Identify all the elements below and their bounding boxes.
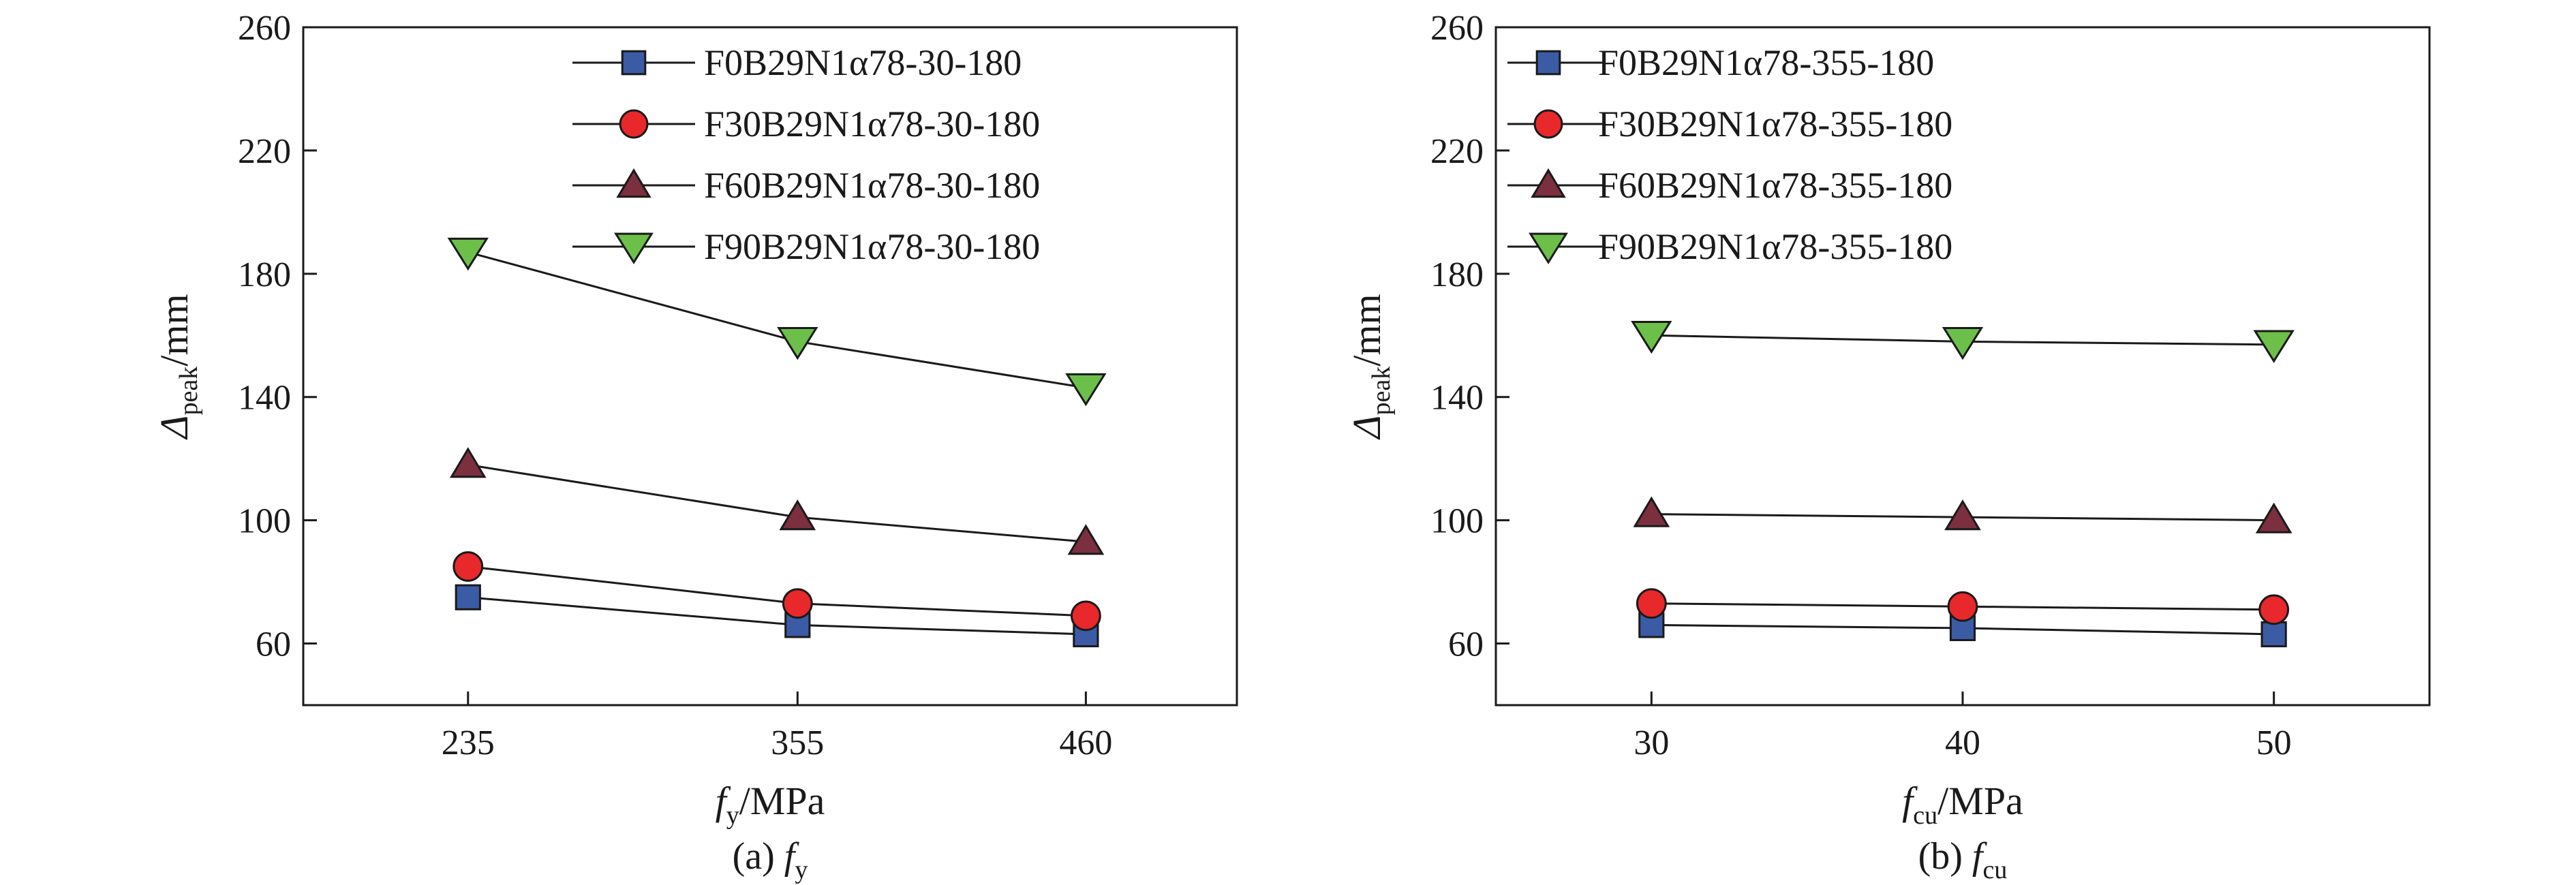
- legend: F0B29N1α78-30-180 F30B29N1α78-30-180 F60B2…: [572, 42, 1040, 267]
- y-axis-label: Δpeak/mm: [1345, 294, 1396, 439]
- y-tick-label: 260: [238, 9, 291, 48]
- panel-caption: (b) fcu: [1918, 835, 2008, 884]
- y-tick-label: 260: [1430, 9, 1484, 48]
- legend-label: F60B29N1α78-30-180: [704, 165, 1040, 206]
- y-tick-label: 180: [238, 255, 291, 294]
- plot-frame: [302, 26, 1238, 707]
- data-point-triangle-down: [777, 327, 818, 360]
- data-point-circle: [1070, 600, 1101, 632]
- legend-item: F30B29N1α78-30-180: [572, 104, 1040, 144]
- legend-marker-triangle-up: [616, 168, 651, 198]
- legend-item: F60B29N1α78-30-180: [572, 165, 1040, 206]
- x-axis-label: fy/MPa: [716, 779, 825, 830]
- series-triangle-up: [1633, 496, 2293, 533]
- data-point-triangle-down: [2253, 330, 2295, 363]
- x-tick-label: 355: [771, 724, 824, 762]
- data-point-square: [455, 584, 481, 610]
- data-point-circle: [453, 551, 484, 582]
- series-line: [467, 463, 1086, 543]
- x-tick-label: 235: [442, 724, 495, 762]
- legend-item: F60B29N1α78-355-180: [1507, 165, 1952, 206]
- y-tick-label: 140: [238, 379, 291, 418]
- legend-marker-circle: [619, 109, 649, 139]
- y-tick-label: 100: [1430, 502, 1484, 541]
- series-circle: [1636, 588, 2290, 625]
- x-tick-label: 460: [1059, 724, 1112, 762]
- data-point-triangle-up: [1067, 524, 1105, 555]
- x-tick-label: 40: [1945, 724, 1980, 762]
- legend-marker-triangle-up: [1531, 168, 1566, 198]
- data-point-triangle-down: [1631, 320, 1672, 354]
- data-point-triangle-down: [447, 237, 489, 271]
- legend-label: F30B29N1α78-30-180: [704, 104, 1040, 144]
- data-point-circle: [1947, 591, 1978, 622]
- data-point-triangle-up: [2255, 502, 2293, 533]
- data-point-square: [2260, 621, 2287, 648]
- data-point-circle: [2258, 594, 2290, 625]
- y-axis-label: Δpeak/mm: [152, 294, 203, 439]
- legend-label: F60B29N1α78-355-180: [1598, 165, 1952, 206]
- series-circle: [453, 551, 1101, 632]
- series-square: [455, 584, 1099, 648]
- panel-caption: (a) fy: [733, 835, 808, 884]
- legend-item: F30B29N1α78-355-180: [1507, 104, 1952, 144]
- chart-panel-b: 60 100 140 180 220 260 30 40 50 fcu/MPa Δpeak/mm (b…: [1345, 9, 2431, 884]
- data-point-triangle-down: [1065, 373, 1107, 407]
- legend-marker-square: [621, 50, 647, 76]
- y-tick-label: 140: [1430, 379, 1484, 418]
- y-tick-label: 60: [256, 625, 291, 664]
- series-triangle-down: [447, 237, 1107, 407]
- y-tick-label: 220: [1430, 132, 1484, 171]
- legend-item: F90B29N1α78-30-180: [572, 226, 1040, 267]
- data-point-triangle-up: [449, 447, 487, 478]
- x-tick-label: 30: [1634, 724, 1669, 762]
- series-triangle-down: [1631, 320, 2295, 363]
- legend-label: F0B29N1α78-355-180: [1598, 42, 1934, 83]
- series-square: [1638, 612, 2287, 648]
- data-point-triangle-up: [1944, 499, 1981, 531]
- legend-label: F30B29N1α78-355-180: [1598, 104, 1952, 144]
- legend-marker-circle: [1533, 109, 1563, 139]
- y-tick-label: 100: [238, 502, 291, 541]
- y-tick-label: 60: [1448, 625, 1484, 664]
- data-point-triangle-down: [1942, 327, 1984, 360]
- y-tick-label: 180: [1430, 255, 1484, 294]
- legend-item: F0B29N1α78-355-180: [1507, 42, 1934, 83]
- data-point-circle: [1636, 588, 1667, 619]
- legend-item: F0B29N1α78-30-180: [572, 42, 1022, 83]
- legend-label: F0B29N1α78-30-180: [704, 42, 1022, 83]
- x-axis-label: fcu/MPa: [1902, 779, 2023, 830]
- data-point-triangle-up: [1633, 496, 1670, 527]
- data-point-circle: [782, 588, 813, 619]
- series-line: [467, 596, 1086, 636]
- x-tick-label: 50: [2256, 724, 2292, 762]
- legend-marker-triangle-down: [1529, 232, 1568, 264]
- legend-label: F90B29N1α78-30-180: [704, 226, 1040, 267]
- legend-marker-triangle-down: [614, 232, 654, 264]
- legend-marker-square: [1535, 50, 1561, 76]
- data-point-triangle-up: [779, 499, 816, 531]
- legend: F0B29N1α78-355-180 F30B29N1α78-355-180 F60…: [1507, 42, 1952, 267]
- series-triangle-up: [449, 447, 1105, 555]
- y-tick-label: 220: [238, 132, 291, 171]
- chart-panel-a: 60 100 140 180 220 260 235 355 460 fy/MPa Δpeak/mm…: [152, 9, 1238, 884]
- series-line: [467, 565, 1086, 617]
- legend-label: F90B29N1α78-355-180: [1598, 226, 1952, 267]
- legend-item: F90B29N1α78-355-180: [1507, 226, 1952, 267]
- series-line: [467, 251, 1086, 389]
